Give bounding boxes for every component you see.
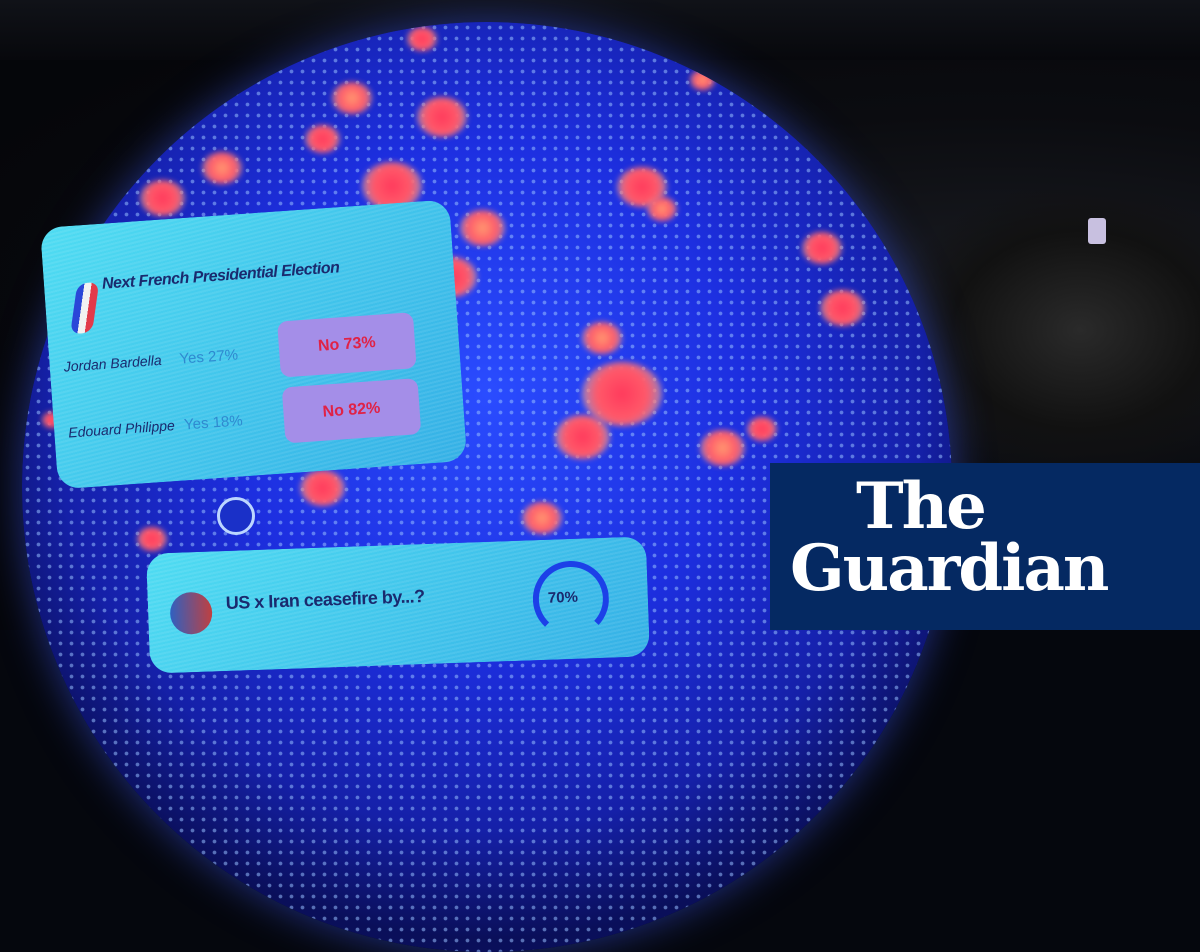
french-flag-icon xyxy=(70,282,100,335)
hotspot xyxy=(689,69,715,90)
hotspot xyxy=(299,469,345,506)
probability-percent: 70% xyxy=(547,588,579,607)
poll-title: Next French Presidential Election xyxy=(101,259,340,293)
candidate-name: Edouard Philippe xyxy=(67,417,176,441)
guardian-logo: The Guardian xyxy=(770,463,1200,630)
poll-row: Jordan Bardella Yes 27% No 73% xyxy=(48,309,457,378)
hotspot xyxy=(202,152,242,184)
yes-percent: Yes 18% xyxy=(183,412,244,434)
hotspot xyxy=(647,197,677,221)
raised-phone xyxy=(1088,218,1106,244)
ceasefire-panel: US x Iran ceasefire by...? 70% xyxy=(146,536,650,674)
hotspot xyxy=(137,527,167,551)
hotspot xyxy=(304,124,340,153)
circle-marker xyxy=(217,497,255,535)
hotspot xyxy=(459,209,505,246)
hotspot xyxy=(699,429,745,466)
yes-percent: Yes 27% xyxy=(178,346,239,368)
hotspot xyxy=(747,417,777,441)
poll-row: Edouard Philippe Yes 18% No 82% xyxy=(52,375,461,444)
hotspot xyxy=(802,232,842,264)
hotspot xyxy=(522,502,562,534)
logo-line-1: The xyxy=(856,469,987,544)
hotspot xyxy=(582,322,622,354)
hotspot xyxy=(332,82,372,114)
ceasefire-question: US x Iran ceasefire by...? xyxy=(225,586,425,614)
hotspot xyxy=(139,179,185,216)
hotspot xyxy=(407,27,437,51)
no-percent: No 73% xyxy=(277,312,417,378)
poll-panel: Next French Presidential Election Jordan… xyxy=(40,199,468,490)
hotspot xyxy=(554,414,610,459)
logo-line-2: Guardian xyxy=(790,531,1109,606)
hotspot xyxy=(582,362,662,426)
hotspot xyxy=(417,97,467,137)
no-percent: No 82% xyxy=(281,378,422,444)
flags-icon xyxy=(169,591,213,635)
hotspot xyxy=(819,289,865,326)
candidate-name: Jordan Bardella xyxy=(63,351,163,375)
